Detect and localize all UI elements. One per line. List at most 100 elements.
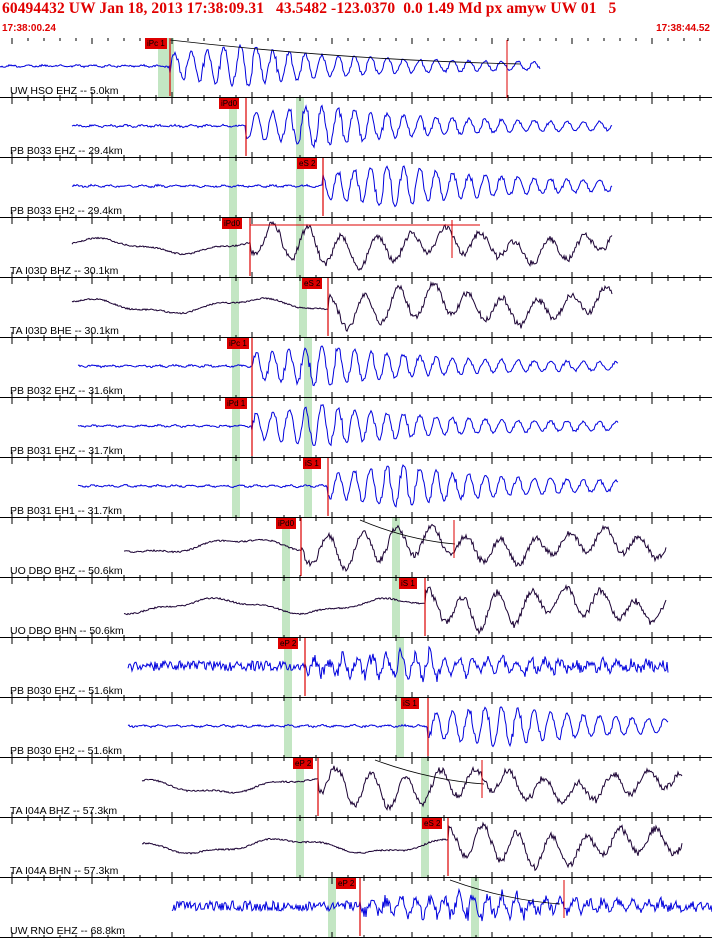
station-channel-label: TA I04A BHZ -- 57.3km — [10, 805, 118, 817]
time-window-band — [232, 338, 240, 398]
time-window-band — [296, 758, 304, 818]
station-channel-label: TA I03D BHE -- 30.1km — [10, 325, 119, 337]
time-window-band — [232, 398, 240, 458]
phase-pick-flag[interactable]: iPc 1 — [227, 338, 249, 349]
time-window-band — [232, 458, 240, 518]
time-window-band — [296, 98, 304, 158]
waveform-trace — [124, 523, 667, 573]
phase-pick-flag[interactable]: iS 1 — [399, 578, 417, 589]
waveform-canvas — [0, 578, 712, 638]
phase-pick-flag[interactable]: iS 1 — [401, 698, 419, 709]
time-window-band — [421, 818, 429, 878]
phase-pick-flag[interactable]: iPd 1 — [225, 398, 248, 409]
event-summary-title: 60494432 UW Jan 18, 2013 17:38:09.31 43.… — [2, 0, 617, 17]
phase-pick-flag[interactable]: eS 2 — [302, 278, 323, 289]
waveform-canvas — [0, 98, 712, 158]
time-window-band — [158, 38, 166, 98]
time-window-band — [392, 518, 400, 578]
waveform-canvas — [0, 518, 712, 578]
time-window-band — [284, 638, 292, 698]
phase-pick-flag[interactable]: iPd0 — [222, 218, 243, 229]
waveform-trace — [71, 104, 613, 149]
time-window-band — [392, 578, 400, 638]
trace-panel[interactable]: eP 2 UW RNO EHZ -- 68.8km — [0, 878, 712, 938]
waveform-trace — [127, 645, 669, 683]
end-time-label: 17:38:44.52 — [656, 23, 710, 34]
trace-panel[interactable]: iS 1 PB B031 EH1 -- 31.7km — [0, 458, 712, 518]
station-channel-label: UW RNO EHZ -- 68.8km — [10, 925, 125, 937]
station-channel-label: UW HSO EHZ -- 5.0km — [10, 85, 119, 97]
phase-pick-flag[interactable]: eP 2 — [278, 638, 299, 649]
waveform-canvas — [0, 278, 712, 338]
station-channel-label: UO DBO BHZ -- 50.6km — [10, 565, 123, 577]
start-time-label: 17:38:00.24 — [2, 23, 56, 34]
station-channel-label: PB B031 EHZ -- 31.7km — [10, 445, 123, 457]
coda-decay-curve — [449, 879, 561, 905]
waveform-trace — [71, 165, 613, 208]
waveform-canvas — [0, 338, 712, 398]
time-window-band — [296, 158, 304, 218]
trace-panel[interactable]: iPd0 UO DBO BHZ -- 50.6km — [0, 518, 712, 578]
header-bar: 60494432 UW Jan 18, 2013 17:38:09.31 43.… — [0, 0, 712, 38]
time-window-band — [282, 578, 290, 638]
trace-panel[interactable]: iPd 1 PB B031 EHZ -- 31.7km — [0, 398, 712, 458]
trace-panel[interactable]: eS 2 PB B033 EH2 -- 29.4km — [0, 158, 712, 218]
trace-panel[interactable]: iPc 1 UW HSO EHZ -- 5.0km — [0, 38, 712, 98]
station-channel-label: PB B032 EHZ -- 31.6km — [10, 385, 123, 397]
time-window-band — [229, 158, 237, 218]
waveform-trace — [123, 584, 667, 635]
time-window-band — [304, 338, 312, 398]
waveform-trace — [141, 821, 683, 872]
waveform-canvas — [0, 38, 712, 98]
station-channel-label: PB B030 EH2 -- 51.6km — [10, 745, 123, 757]
trace-panel[interactable]: iPd0 TA I03D BHZ -- 30.1km — [0, 218, 712, 278]
trace-panel[interactable]: eS 2 TA I04A BHN -- 57.3km — [0, 818, 712, 878]
coda-decay-curve — [374, 759, 485, 785]
waveform-canvas — [0, 398, 712, 458]
phase-pick-flag[interactable]: iS 1 — [303, 458, 321, 469]
station-channel-label: UO DBO BHN -- 50.6km — [10, 625, 124, 637]
waveform-trace — [127, 706, 669, 748]
phase-pick-flag[interactable]: iPd0 — [276, 518, 297, 529]
station-channel-label: PB B030 EHZ -- 51.6km — [10, 685, 123, 697]
waveform-trace — [141, 765, 683, 812]
time-window-band — [396, 698, 404, 758]
coda-decay-curve — [169, 39, 521, 65]
time-window-band — [304, 398, 312, 458]
time-window-band — [282, 518, 290, 578]
waveform-canvas — [0, 818, 712, 878]
waveform-canvas — [0, 458, 712, 518]
waveform-canvas — [0, 218, 712, 278]
trace-panel[interactable]: iPc 1 PB B032 EHZ -- 31.6km — [0, 338, 712, 398]
waveform-trace — [77, 345, 619, 387]
phase-pick-flag[interactable]: iPd0 — [219, 98, 240, 109]
station-channel-label: PB B033 EH2 -- 29.4km — [10, 205, 123, 217]
phase-pick-flag[interactable]: eP 2 — [293, 758, 314, 769]
time-window-band — [296, 218, 304, 278]
trace-panel[interactable]: eP 2 PB B030 EHZ -- 51.6km — [0, 638, 712, 698]
waveform-canvas — [0, 758, 712, 818]
time-window-band — [284, 698, 292, 758]
waveform-canvas — [0, 698, 712, 758]
waveform-trace — [0, 43, 541, 88]
trace-panel[interactable]: iS 1 PB B030 EH2 -- 51.6km — [0, 698, 712, 758]
trace-panel[interactable]: eP 2 TA I04A BHZ -- 57.3km — [0, 758, 712, 818]
time-window-band — [229, 98, 237, 158]
seismogram-panel-stack: iPc 1 UW HSO EHZ -- 5.0km iPd0 PB B033 EHZ … — [0, 38, 712, 938]
waveform-trace — [71, 280, 613, 333]
waveform-trace — [171, 887, 712, 922]
trace-panel[interactable]: eS 2 TA I03D BHE -- 30.1km — [0, 278, 712, 338]
phase-pick-flag[interactable]: iPc 1 — [145, 38, 167, 49]
phase-pick-flag[interactable]: eS 2 — [422, 818, 443, 829]
station-channel-label: PB B031 EH1 -- 31.7km — [10, 505, 123, 517]
phase-pick-flag[interactable]: eS 2 — [297, 158, 318, 169]
time-window-band — [231, 278, 239, 338]
phase-pick-flag[interactable]: eP 2 — [336, 878, 357, 889]
trace-panel[interactable]: iS 1 UO DBO BHN -- 50.6km — [0, 578, 712, 638]
trace-panel[interactable]: iPd0 PB B033 EHZ -- 29.4km — [0, 98, 712, 158]
waveform-trace — [77, 464, 619, 508]
waveform-trace — [71, 220, 613, 271]
time-window-band — [396, 638, 404, 698]
time-window-band — [421, 758, 429, 818]
waveform-canvas — [0, 158, 712, 218]
